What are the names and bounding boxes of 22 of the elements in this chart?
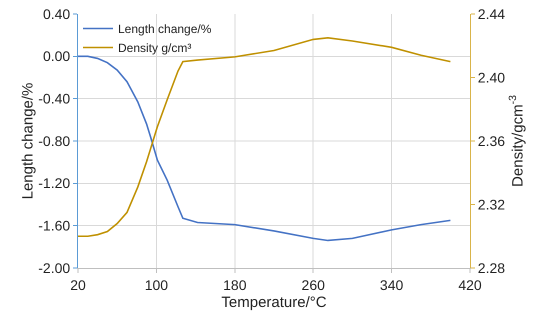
x-tick-label: 260 <box>302 276 326 293</box>
y-tick-label: 0.40 <box>42 6 70 22</box>
legend-label: Length change/% <box>118 22 212 36</box>
y2-tick-label: 2.36 <box>478 132 506 149</box>
y-tick-label: -1.20 <box>38 175 70 192</box>
y2-tick-label: 2.32 <box>478 196 506 212</box>
y-tick-label: -0.80 <box>38 132 70 149</box>
y2-tick-label: 2.28 <box>478 260 506 276</box>
x-tick-label: 180 <box>223 276 247 293</box>
x-tick-label: 340 <box>380 276 404 293</box>
y-tick-label: -2.00 <box>38 260 70 276</box>
y-tick-label: -1.60 <box>38 218 70 234</box>
y-tick-label: -0.40 <box>38 90 70 107</box>
x-tick-label: 100 <box>144 276 168 293</box>
x-axis-title: Temperature/°C <box>221 294 327 311</box>
y-tick-label: 0.00 <box>42 48 70 64</box>
x-tick-label: 420 <box>458 276 482 293</box>
legend-label: Density g/cm³ <box>118 41 192 56</box>
y2-tick-label: 2.44 <box>478 6 506 22</box>
x-tick-label: 20 <box>70 276 86 293</box>
y-axis-title: Length change/% <box>19 82 36 200</box>
y2-tick-label: 2.40 <box>478 69 506 86</box>
